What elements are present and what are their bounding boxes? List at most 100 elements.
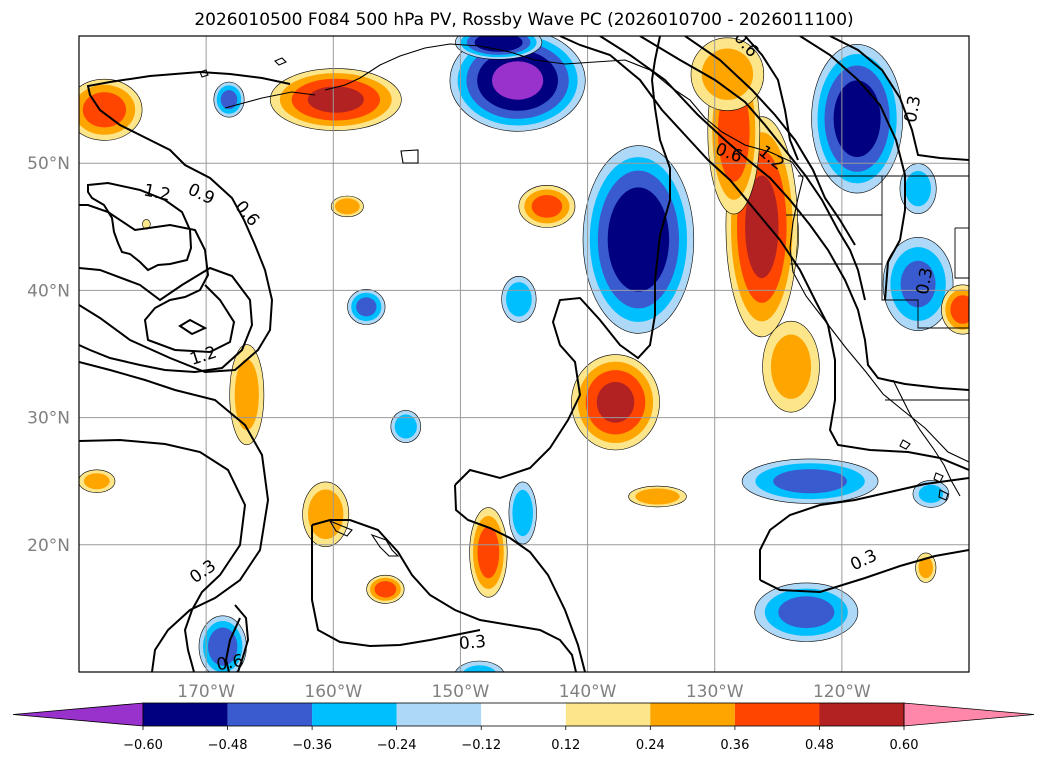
anomaly-band <box>635 488 680 505</box>
anomaly-positive-24 <box>518 184 576 228</box>
anomaly-band <box>531 195 563 218</box>
pv-contour-21 <box>759 477 969 580</box>
anomaly-positive-33 <box>941 284 969 335</box>
colorbar-swatch <box>143 703 228 726</box>
anomaly-band <box>900 260 936 308</box>
anomaly-band <box>308 489 344 540</box>
anomaly-band <box>394 414 417 439</box>
contour-label: 0.3 <box>901 94 925 124</box>
anomaly-negative-15 <box>455 36 543 60</box>
colorbar-tick-label: −0.24 <box>377 738 417 753</box>
island-baja-c <box>938 489 949 501</box>
anomaly-positive-22 <box>762 320 820 413</box>
anomaly-negative-13 <box>912 480 950 508</box>
island-hawaii-a <box>328 519 353 537</box>
contour-label: 0.6 <box>215 651 245 675</box>
anomaly-positive-31 <box>79 469 116 493</box>
anomaly-band <box>918 557 933 579</box>
anomaly-band <box>833 80 881 157</box>
pv-contour-18 <box>744 36 799 161</box>
anomaly-negative-11 <box>882 237 954 332</box>
island-baja-a <box>899 439 911 450</box>
colorbar-tick-label: −0.36 <box>292 738 332 753</box>
colorbar-swatch <box>650 703 735 726</box>
colorbar-tick-label: 0.60 <box>890 738 919 753</box>
gridlines <box>79 36 969 672</box>
anomaly-negative-4 <box>347 288 386 325</box>
colorbar-extend-high <box>903 702 1035 727</box>
coastline-alaska-peninsula <box>224 91 316 109</box>
pv-contour-20 <box>829 36 969 161</box>
contour-label: 0.3 <box>458 632 487 654</box>
anomaly-band <box>918 484 944 503</box>
lat-tick-label: 50°N <box>27 154 70 174</box>
anomaly-positive-23 <box>571 354 660 451</box>
anomaly-band <box>208 627 238 666</box>
island-aleutian-b <box>274 57 287 66</box>
anomaly-band <box>356 297 377 317</box>
colorbar-tick-label: −0.60 <box>123 738 163 753</box>
anomaly-band <box>477 526 500 579</box>
anomaly-band <box>512 489 533 537</box>
colorbar-swatch <box>227 703 313 726</box>
pv-contour-7 <box>234 604 250 672</box>
anomaly-band <box>770 334 812 399</box>
anomaly-positive-28 <box>469 507 508 598</box>
colorbar-tick-label: 0.48 <box>805 738 834 753</box>
anomaly-positive-16 <box>269 68 402 131</box>
pv-contour-17 <box>684 36 856 246</box>
coastline-north-america <box>324 43 969 463</box>
island-hawaii-c <box>400 149 419 164</box>
pv-contour-6 <box>79 438 247 672</box>
lat-tick-label: 20°N <box>27 536 70 556</box>
anomaly-band <box>220 90 238 110</box>
pv-contour-1 <box>87 181 193 272</box>
anomaly-band <box>374 581 397 598</box>
anomaly-band <box>307 86 364 113</box>
anomaly-positive-30 <box>628 485 687 508</box>
anomaly-band <box>334 198 360 215</box>
colorbar-tick-label: −0.48 <box>208 738 248 753</box>
colorbar-outline <box>142 702 905 727</box>
colorbar-swatch <box>565 703 651 726</box>
pv-contour-22 <box>759 549 969 594</box>
chart-title: 2026010500 F084 500 hPa PV, Rossby Wave … <box>194 10 853 30</box>
anomaly-negative-9 <box>754 582 859 642</box>
anomaly-negative-2 <box>582 145 695 334</box>
anomaly-band <box>745 175 779 279</box>
lon-tick-label: 140°W <box>559 682 617 702</box>
colorbar-swatch <box>396 703 482 726</box>
anomaly-positive-29 <box>366 574 405 604</box>
anomaly-negative-1 <box>811 43 903 194</box>
pv-contour-9 <box>178 318 208 336</box>
anomaly-band <box>83 473 110 490</box>
borders <box>786 175 969 401</box>
anomaly-band <box>905 170 931 207</box>
colorbar-swatch <box>734 703 820 726</box>
anomaly-negative-5 <box>501 275 537 323</box>
colorbar-swatch <box>819 703 904 726</box>
lon-tick-label: 160°W <box>304 682 362 702</box>
colorbar-tick-label: 0.36 <box>720 738 749 753</box>
colorbar-tick-label: −0.12 <box>461 738 501 753</box>
lon-tick-labels: 170°W 160°W 150°W 140°W 130°W 120°W <box>177 682 871 702</box>
pv-contour-2 <box>79 204 236 354</box>
anomaly-band <box>607 187 670 292</box>
anomaly-shading <box>79 36 969 672</box>
contour-label: 0.3 <box>913 266 937 296</box>
lon-tick-label: 130°W <box>686 682 744 702</box>
colorbar-swatch <box>481 703 566 726</box>
border-state-c <box>881 264 969 329</box>
pv-contour-10 <box>311 519 577 672</box>
colorbar: −0.60 −0.48 −0.36 −0.24 −0.12 0.12 0.24 0.36 0.4… <box>12 702 1035 753</box>
anomaly-band <box>778 596 835 629</box>
lat-tick-label: 40°N <box>27 281 70 301</box>
pv-contour-15 <box>599 36 969 391</box>
pv-contour-16 <box>639 36 866 301</box>
pv-contours <box>79 36 969 672</box>
pv-contour-11 <box>311 525 481 648</box>
anomaly-positive-25 <box>330 195 364 218</box>
anomaly-band <box>506 282 532 317</box>
map-panel: 1.2 0.9 0.6 1.2 0.3 0.6 0.3 0.3 0.6 1.2 … <box>79 36 969 675</box>
colorbar-extend-low <box>12 702 144 727</box>
